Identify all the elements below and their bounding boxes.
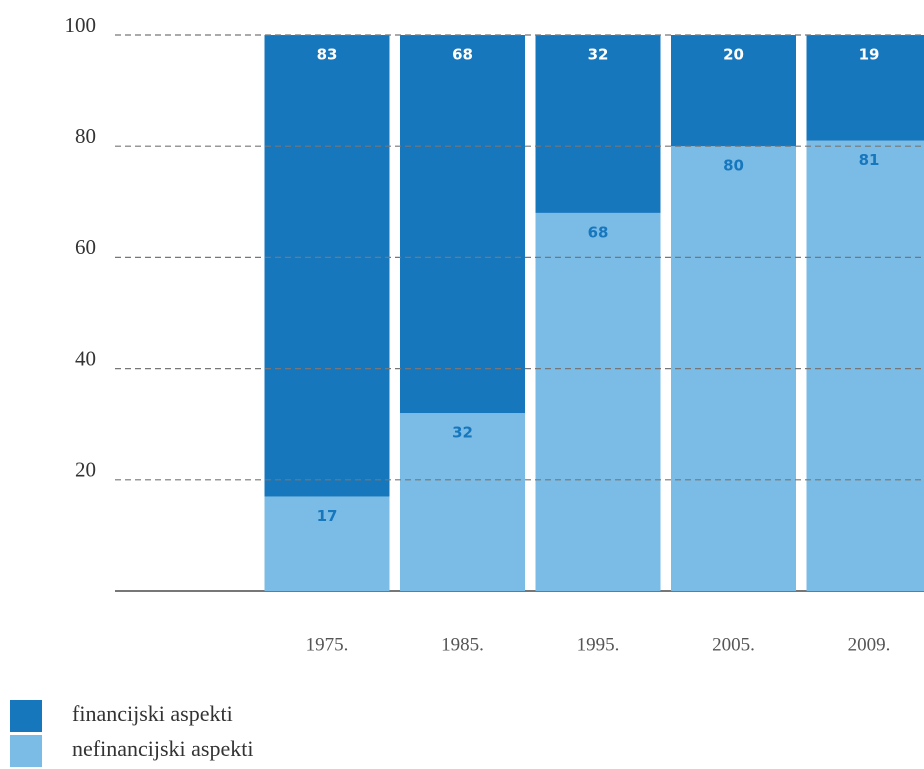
bar: [264, 35, 390, 497]
x-tick-label: 1975.: [306, 634, 349, 655]
value-label: 19: [859, 46, 880, 64]
y-tick-label: 20: [75, 458, 96, 482]
bar: [806, 35, 924, 141]
y-tick-label: 60: [75, 235, 96, 259]
x-tick-label: 1985.: [441, 634, 484, 655]
value-label: 32: [588, 46, 609, 64]
y-tick-label: 100: [65, 13, 97, 37]
bar: [535, 35, 661, 213]
x-tick-label: 2009.: [848, 634, 891, 655]
x-tick-label: 2005.: [712, 634, 755, 655]
bar: [806, 140, 924, 591]
bar: [671, 35, 796, 147]
y-tick-label: 80: [75, 124, 96, 148]
bar: [400, 35, 525, 414]
legend-label: financijski aspekti: [72, 701, 233, 726]
value-label: 17: [317, 507, 338, 525]
value-label: 68: [452, 46, 473, 64]
x-tick-label: 1995.: [577, 634, 620, 655]
value-label: 68: [588, 223, 609, 241]
legend-swatch: [10, 700, 42, 732]
legend-label: nefinancijski aspekti: [72, 736, 253, 761]
value-label: 20: [723, 46, 744, 64]
value-label: 32: [452, 424, 473, 442]
bar: [535, 212, 661, 592]
value-label: 81: [859, 151, 880, 169]
bar: [400, 413, 525, 591]
y-tick-label: 40: [75, 346, 96, 370]
bar: [264, 496, 390, 591]
legend-swatch: [10, 735, 42, 767]
value-label: 83: [317, 46, 338, 64]
value-label: 80: [723, 157, 744, 175]
